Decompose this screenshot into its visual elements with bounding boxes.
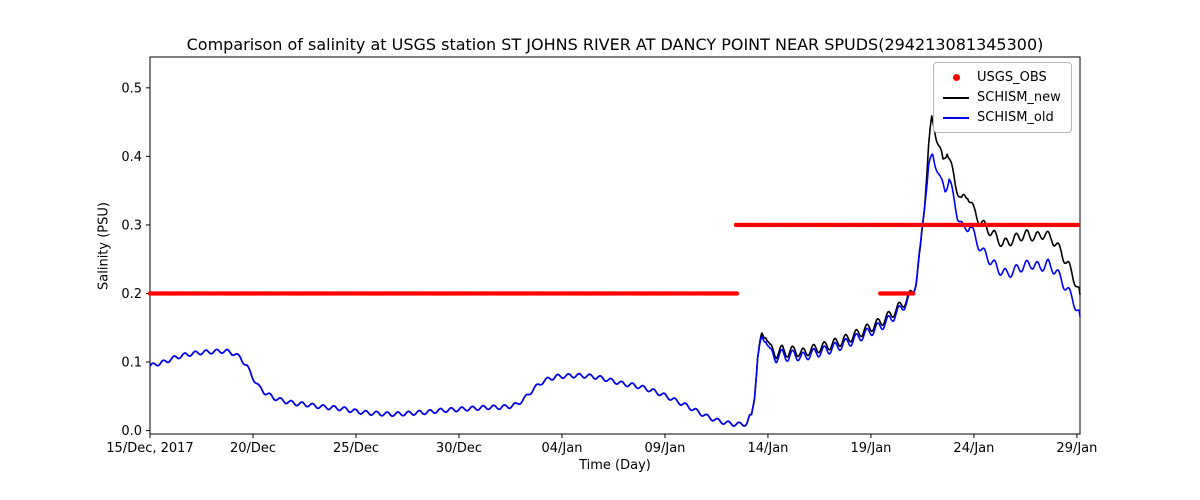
axes-frame	[149, 56, 1081, 435]
y-axis-label: Salinity (PSU)	[96, 202, 112, 290]
legend-dot-marker	[942, 72, 970, 84]
legend-label: SCHISM_new	[977, 90, 1061, 105]
legend-line-marker-blue	[942, 112, 970, 124]
y-tick-label: 0.5	[121, 81, 142, 96]
y-tick-label: 0.4	[121, 150, 142, 165]
legend-item-schism-new: SCHISM_new	[942, 90, 1061, 105]
x-tick-label: 09/Jan	[644, 441, 685, 456]
legend-label: USGS_OBS	[977, 70, 1047, 85]
y-tick-label: 0.1	[121, 356, 142, 371]
series-line-schism_new	[149, 115, 1081, 427]
legend-label: SCHISM_old	[977, 110, 1054, 125]
legend-item-usgs-obs: USGS_OBS	[942, 70, 1061, 85]
legend-line-marker-black	[942, 92, 970, 104]
obs-dot	[911, 291, 916, 296]
obs-dot	[734, 291, 740, 296]
chart-title: Comparison of salinity at USGS station S…	[186, 35, 1044, 54]
x-tick-label: 25/Dec	[333, 441, 379, 456]
y-tick-label: 0.3	[121, 218, 142, 233]
x-tick-label: 30/Dec	[436, 441, 482, 456]
x-axis-label: Time (Day)	[579, 458, 651, 473]
legend: USGS_OBS SCHISM_new SCHISM_old	[933, 62, 1072, 133]
series-line-schism_old	[149, 153, 1081, 427]
x-tick-label: 24/Jan	[953, 441, 994, 456]
x-tick-label: 19/Jan	[850, 441, 891, 456]
obs-dot	[1075, 222, 1081, 228]
x-tick-label: 15/Dec, 2017	[106, 441, 193, 456]
x-tick-label: 04/Jan	[541, 441, 582, 456]
x-tick-label: 29/Jan	[1056, 441, 1097, 456]
x-tick-label: 14/Jan	[747, 441, 788, 456]
y-tick-label: 0.2	[121, 287, 142, 302]
legend-item-schism-old: SCHISM_old	[942, 110, 1061, 125]
x-tick-label: 20/Dec	[230, 441, 276, 456]
y-tick-label: 0.0	[121, 424, 142, 439]
